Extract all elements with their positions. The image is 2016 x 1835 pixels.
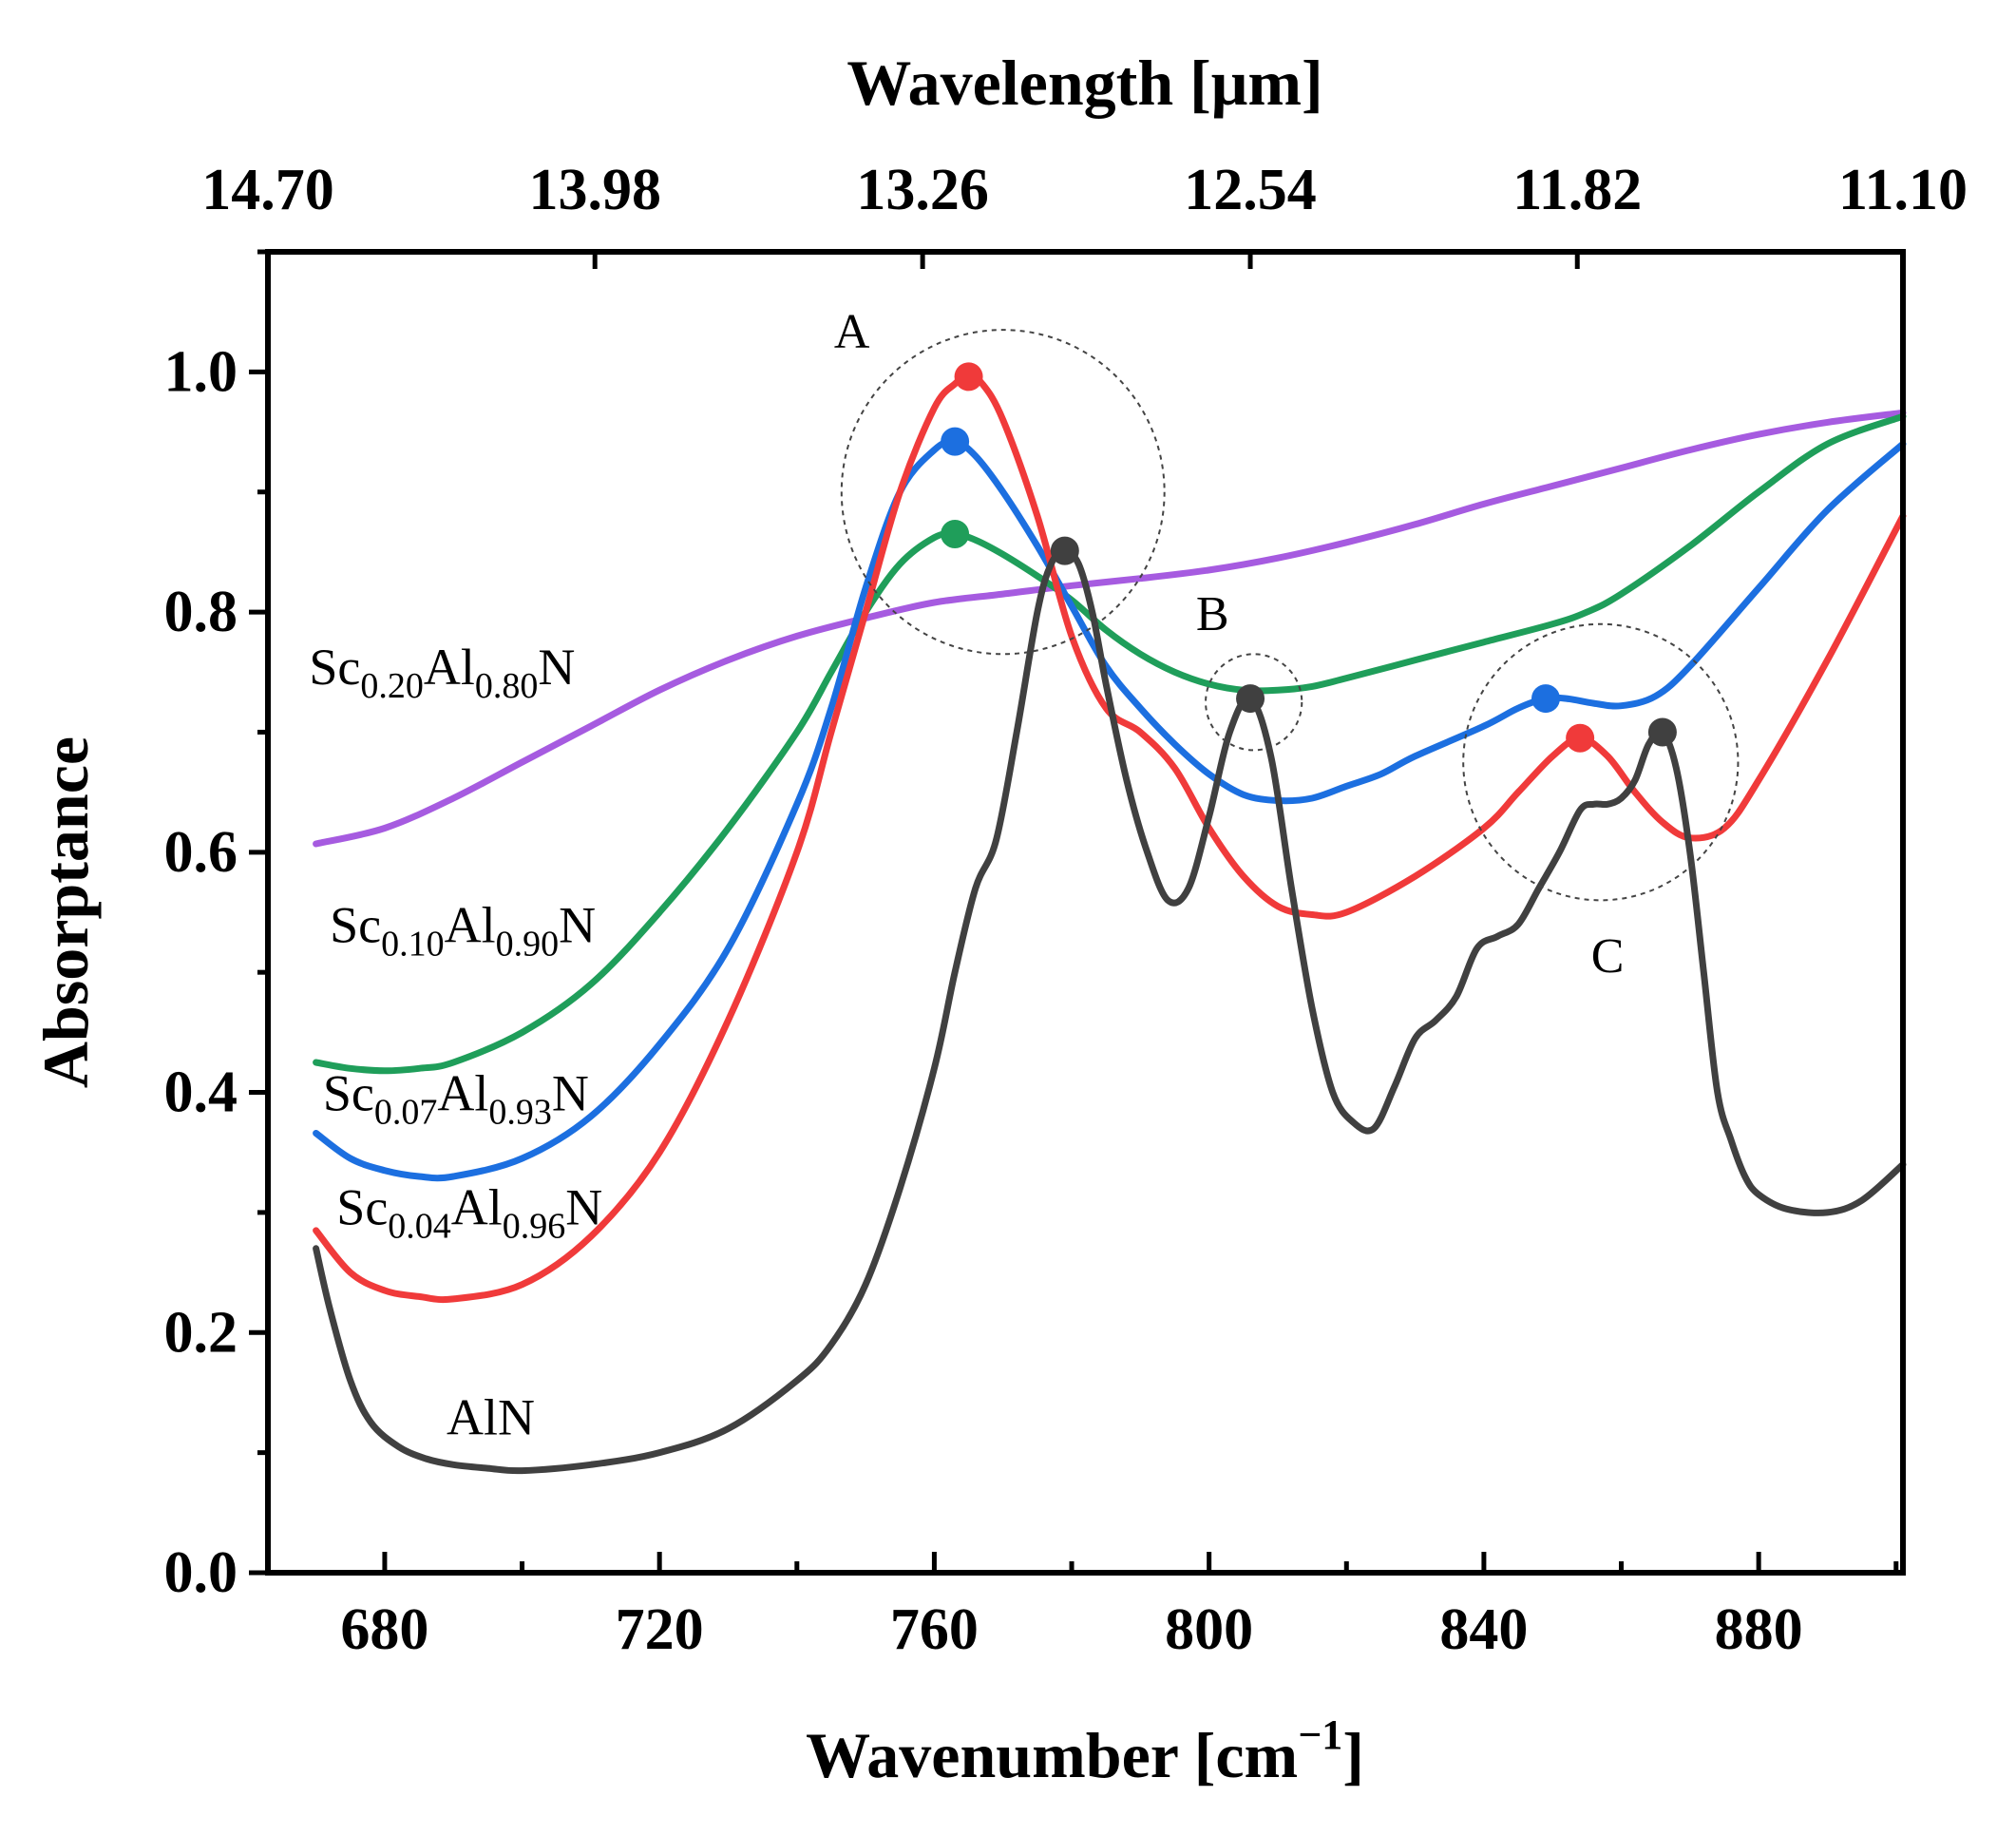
series-group (313, 373, 1907, 1475)
x-tick-label-4: 840 (1439, 1597, 1528, 1662)
y-tick-label-5: 1.0 (164, 339, 238, 404)
series-label-0-part-2: Al (424, 639, 475, 696)
annotations: A B C (834, 305, 1740, 984)
series-line-2 (313, 437, 1907, 1182)
series-labels: Sc0.20Al0.80NSc0.10Al0.90NSc0.07Al0.93NS… (309, 639, 602, 1446)
y-tick-label-2: 0.4 (164, 1061, 238, 1125)
series-label-0-part-1: 0.20 (360, 666, 424, 706)
y-axis-title: Absorptance (29, 736, 102, 1088)
plot-area: ABCSc0.20Al0.80NSc0.10Al0.90NSc0.07Al0.9… (164, 158, 1968, 1662)
annotation-circle-0 (840, 329, 1166, 656)
series-line-3 (313, 373, 1907, 1304)
x-axis-title-superscript: −1 (1298, 1711, 1342, 1758)
x-axis-title: Wavenumber [cm−1] (806, 1711, 1364, 1791)
series-label-2-part-3: 0.93 (488, 1093, 552, 1133)
annotation-circle-2 (1462, 622, 1740, 902)
peak-marker-4-2 (1647, 717, 1677, 747)
series-label-2-part-2: Al (437, 1065, 488, 1122)
top-axis: 14.70 13.98 13.26 12.54 11.82 11.10 (201, 158, 1968, 269)
top-tick-label-3: 12.54 (1184, 158, 1317, 222)
top-tick-label-4: 11.82 (1512, 158, 1642, 222)
peak-marker-4-0 (1050, 536, 1079, 565)
y-tick-label-0: 0.0 (164, 1540, 238, 1605)
peak-marker-3-1 (1566, 723, 1595, 753)
series-label-2: Sc0.07Al0.93N (323, 1065, 589, 1133)
series-label-2-part-4: N (552, 1065, 589, 1122)
peak-markers (941, 362, 1677, 753)
series-label-3-part-0: Sc (336, 1179, 388, 1236)
peak-marker-2-1 (1531, 684, 1560, 714)
peak-marker-1-0 (941, 519, 970, 548)
series-label-0-part-4: N (538, 639, 575, 696)
series-label-1-part-2: Al (445, 897, 496, 954)
series-label-0-part-0: Sc (309, 639, 360, 696)
x-tick-label-2: 760 (890, 1597, 979, 1662)
y-axis: 0.0 0.2 0.4 0.6 0.8 1.0 (164, 249, 268, 1605)
series-line-0 (313, 409, 1907, 848)
peak-marker-4-1 (1236, 684, 1265, 714)
series-label-3-part-2: Al (451, 1179, 503, 1236)
x-tick-label-1: 720 (616, 1597, 704, 1662)
series-label-1-part-4: N (559, 897, 596, 954)
top-tick-label-1: 13.98 (528, 158, 661, 222)
y-tick-label-4: 0.8 (164, 580, 238, 644)
plot-frame (265, 249, 1906, 1576)
series-label-0-part-3: 0.80 (475, 666, 539, 706)
annotation-label-1: B (1196, 587, 1229, 641)
annotation-label-0: A (834, 305, 870, 359)
series-label-0: Sc0.20Al0.80N (309, 639, 575, 706)
series-label-1-part-0: Sc (330, 897, 381, 954)
top-tick-label-0: 14.70 (201, 158, 334, 222)
annotation-circle-1 (1205, 653, 1303, 752)
series-label-3-part-1: 0.04 (388, 1207, 451, 1247)
top-axis-title: Wavelength [μm] (846, 47, 1322, 119)
series-label-1-part-1: 0.10 (381, 925, 445, 965)
top-tick-label-5: 11.10 (1838, 158, 1968, 222)
series-label-3-part-3: 0.96 (503, 1207, 566, 1247)
series-label-3-part-4: N (565, 1179, 602, 1236)
annotation-label-2: C (1591, 929, 1625, 984)
x-axis-title-close: ] (1342, 1719, 1364, 1791)
peak-marker-2-0 (941, 427, 970, 456)
y-tick-label-1: 0.2 (164, 1300, 238, 1365)
x-tick-label-3: 800 (1165, 1597, 1253, 1662)
top-tick-label-2: 13.26 (856, 158, 989, 222)
peak-marker-3-0 (954, 362, 983, 392)
series-label-4: AlN (447, 1389, 535, 1446)
series-label-2-part-1: 0.07 (374, 1093, 438, 1133)
x-tick-label-5: 880 (1715, 1597, 1803, 1662)
series-label-3: Sc0.04Al0.96N (336, 1179, 602, 1247)
series-label-1: Sc0.10Al0.90N (330, 897, 596, 965)
x-axis: 680 720 760 800 840 880 (340, 1552, 1899, 1662)
series-label-2-part-0: Sc (323, 1065, 374, 1122)
x-tick-label-0: 680 (340, 1597, 428, 1662)
y-tick-label-3: 0.6 (164, 820, 238, 885)
series-label-1-part-3: 0.90 (496, 925, 560, 965)
x-axis-title-main: Wavenumber [cm (806, 1719, 1298, 1791)
